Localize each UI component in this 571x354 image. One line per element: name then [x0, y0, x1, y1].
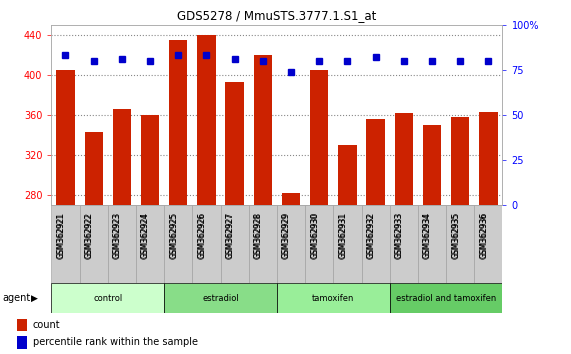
Text: GSM362935: GSM362935: [451, 213, 460, 259]
Bar: [338, 145, 356, 205]
Text: GSM362934: GSM362934: [423, 212, 432, 258]
Bar: [136, 205, 164, 283]
Bar: [17, 319, 27, 331]
Text: agent: agent: [3, 293, 31, 303]
Bar: [310, 70, 328, 205]
Bar: [226, 82, 244, 205]
Text: GSM362925: GSM362925: [169, 212, 178, 258]
Bar: [254, 55, 272, 205]
Bar: [57, 70, 75, 205]
Text: GSM362931: GSM362931: [339, 213, 347, 259]
Bar: [333, 205, 361, 283]
Text: GSM362930: GSM362930: [310, 213, 319, 259]
Text: GSM362924: GSM362924: [141, 213, 150, 259]
Bar: [108, 205, 136, 283]
Text: GSM362923: GSM362923: [113, 213, 122, 259]
Text: percentile rank within the sample: percentile rank within the sample: [33, 337, 198, 348]
Bar: [51, 283, 164, 313]
Bar: [390, 283, 502, 313]
Text: GSM362936: GSM362936: [480, 212, 488, 258]
Text: GSM362926: GSM362926: [198, 212, 207, 258]
Bar: [51, 205, 79, 283]
Text: GSM362934: GSM362934: [423, 213, 432, 259]
Bar: [367, 119, 385, 205]
Text: estradiol and tamoxifen: estradiol and tamoxifen: [396, 294, 496, 303]
Text: GSM362928: GSM362928: [254, 212, 263, 258]
Bar: [277, 205, 305, 283]
Bar: [282, 193, 300, 205]
Text: GSM362922: GSM362922: [85, 213, 94, 259]
Text: GSM362924: GSM362924: [141, 212, 150, 258]
Text: GSM362935: GSM362935: [451, 212, 460, 258]
Bar: [141, 115, 159, 205]
Bar: [305, 205, 333, 283]
Bar: [451, 117, 469, 205]
Text: GSM362933: GSM362933: [395, 213, 404, 259]
Bar: [164, 283, 277, 313]
Bar: [79, 205, 108, 283]
Text: GSM362936: GSM362936: [480, 213, 488, 259]
Bar: [395, 113, 413, 205]
Text: GSM362926: GSM362926: [198, 213, 207, 259]
Text: GSM362931: GSM362931: [339, 212, 347, 258]
Bar: [220, 205, 249, 283]
Text: GSM362928: GSM362928: [254, 213, 263, 259]
Title: GDS5278 / MmuSTS.3777.1.S1_at: GDS5278 / MmuSTS.3777.1.S1_at: [177, 9, 377, 22]
Text: GSM362921: GSM362921: [57, 212, 66, 258]
Text: GSM362930: GSM362930: [310, 212, 319, 258]
Text: GSM362933: GSM362933: [395, 212, 404, 258]
Text: GSM362932: GSM362932: [367, 213, 376, 259]
Bar: [249, 205, 277, 283]
Bar: [112, 109, 131, 205]
Bar: [479, 112, 497, 205]
Text: GSM362922: GSM362922: [85, 212, 94, 258]
Bar: [17, 336, 27, 349]
Bar: [85, 132, 103, 205]
Bar: [361, 205, 390, 283]
Text: control: control: [93, 294, 122, 303]
Text: ▶: ▶: [31, 294, 38, 303]
Bar: [192, 205, 220, 283]
Text: GSM362927: GSM362927: [226, 213, 235, 259]
Bar: [169, 40, 187, 205]
Text: GSM362923: GSM362923: [113, 212, 122, 258]
Bar: [390, 205, 418, 283]
Bar: [418, 205, 446, 283]
Text: count: count: [33, 320, 61, 330]
Text: GSM362929: GSM362929: [282, 212, 291, 258]
Text: GSM362925: GSM362925: [169, 213, 178, 259]
Text: GSM362927: GSM362927: [226, 212, 235, 258]
Bar: [475, 205, 502, 283]
Bar: [277, 283, 389, 313]
Text: GSM362921: GSM362921: [57, 213, 66, 259]
Text: estradiol: estradiol: [202, 294, 239, 303]
Text: GSM362932: GSM362932: [367, 212, 376, 258]
Bar: [423, 125, 441, 205]
Text: GSM362929: GSM362929: [282, 213, 291, 259]
Bar: [164, 205, 192, 283]
Bar: [198, 35, 216, 205]
Text: tamoxifen: tamoxifen: [312, 294, 355, 303]
Bar: [446, 205, 475, 283]
